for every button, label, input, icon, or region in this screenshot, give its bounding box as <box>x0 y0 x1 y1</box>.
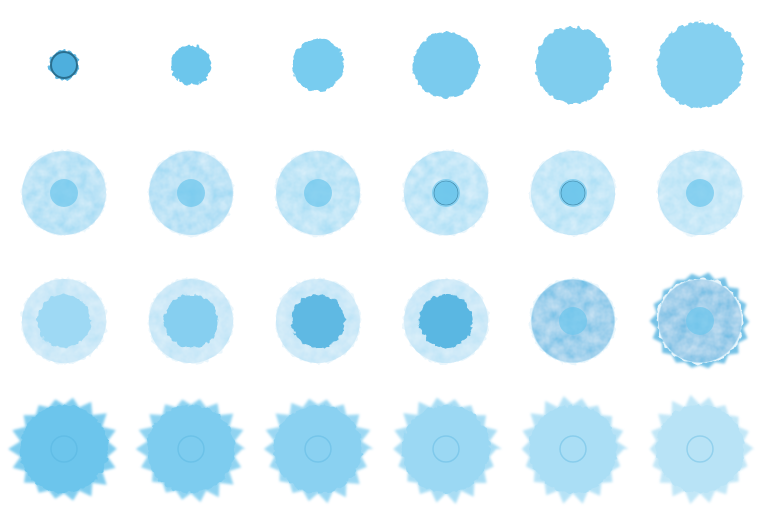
sprite-frame <box>275 150 361 236</box>
frame-body <box>657 22 743 108</box>
frame-body <box>274 405 362 493</box>
sprite-frame <box>413 32 479 98</box>
sprite-frame <box>657 22 743 108</box>
frame-body <box>419 294 473 348</box>
frame-center-ring <box>50 435 78 463</box>
frame-inner-core <box>686 179 714 207</box>
sprite-frame <box>148 278 234 364</box>
frame-dark-core <box>560 180 586 206</box>
sprite-frame <box>403 150 489 236</box>
frame-center-ring <box>177 435 205 463</box>
frames-layer <box>8 22 755 504</box>
frame-center-ring <box>304 435 332 463</box>
frame-center-ring <box>559 435 587 463</box>
frame-inner-core <box>686 307 714 335</box>
frame-inner-core <box>50 179 78 207</box>
sprite-frame <box>403 278 489 364</box>
frame-body <box>656 405 744 493</box>
sprite-frame <box>393 397 502 504</box>
frame-body <box>147 405 235 493</box>
frame-inner-core <box>177 179 205 207</box>
sprite-frame <box>275 278 361 364</box>
frame-center-ring <box>686 435 714 463</box>
frame-body <box>413 32 479 98</box>
frame-body <box>535 27 611 103</box>
sprite-frame <box>8 397 118 501</box>
frame-body <box>164 294 218 348</box>
sprite-frame <box>171 45 211 85</box>
sprite-frame <box>49 50 79 80</box>
sprite-frame <box>649 394 755 504</box>
sprite-frame <box>135 399 246 503</box>
frame-body <box>529 405 617 493</box>
frame-body <box>402 405 490 493</box>
sprite-frame <box>657 150 743 236</box>
sprite-frame <box>530 278 616 364</box>
frame-dark-core <box>50 51 78 79</box>
frame-inner-core <box>559 307 587 335</box>
frame-body <box>171 45 211 85</box>
sprite-frame <box>21 150 107 236</box>
sprite-frame <box>292 39 344 91</box>
frame-center-ring <box>432 435 460 463</box>
frame-dark-core <box>433 180 459 206</box>
frame-body <box>291 294 345 348</box>
sprite-frame <box>263 398 374 504</box>
frame-body <box>292 39 344 91</box>
frame-inner-core <box>304 179 332 207</box>
sprite-frame <box>521 396 629 504</box>
sprite-frame <box>21 278 107 364</box>
sprite-frame <box>148 150 234 236</box>
sprite-frame <box>649 272 750 369</box>
sprite-frame <box>530 150 616 236</box>
frame-body <box>37 294 91 348</box>
frame-body <box>20 405 108 493</box>
sprite-frame <box>535 27 611 103</box>
